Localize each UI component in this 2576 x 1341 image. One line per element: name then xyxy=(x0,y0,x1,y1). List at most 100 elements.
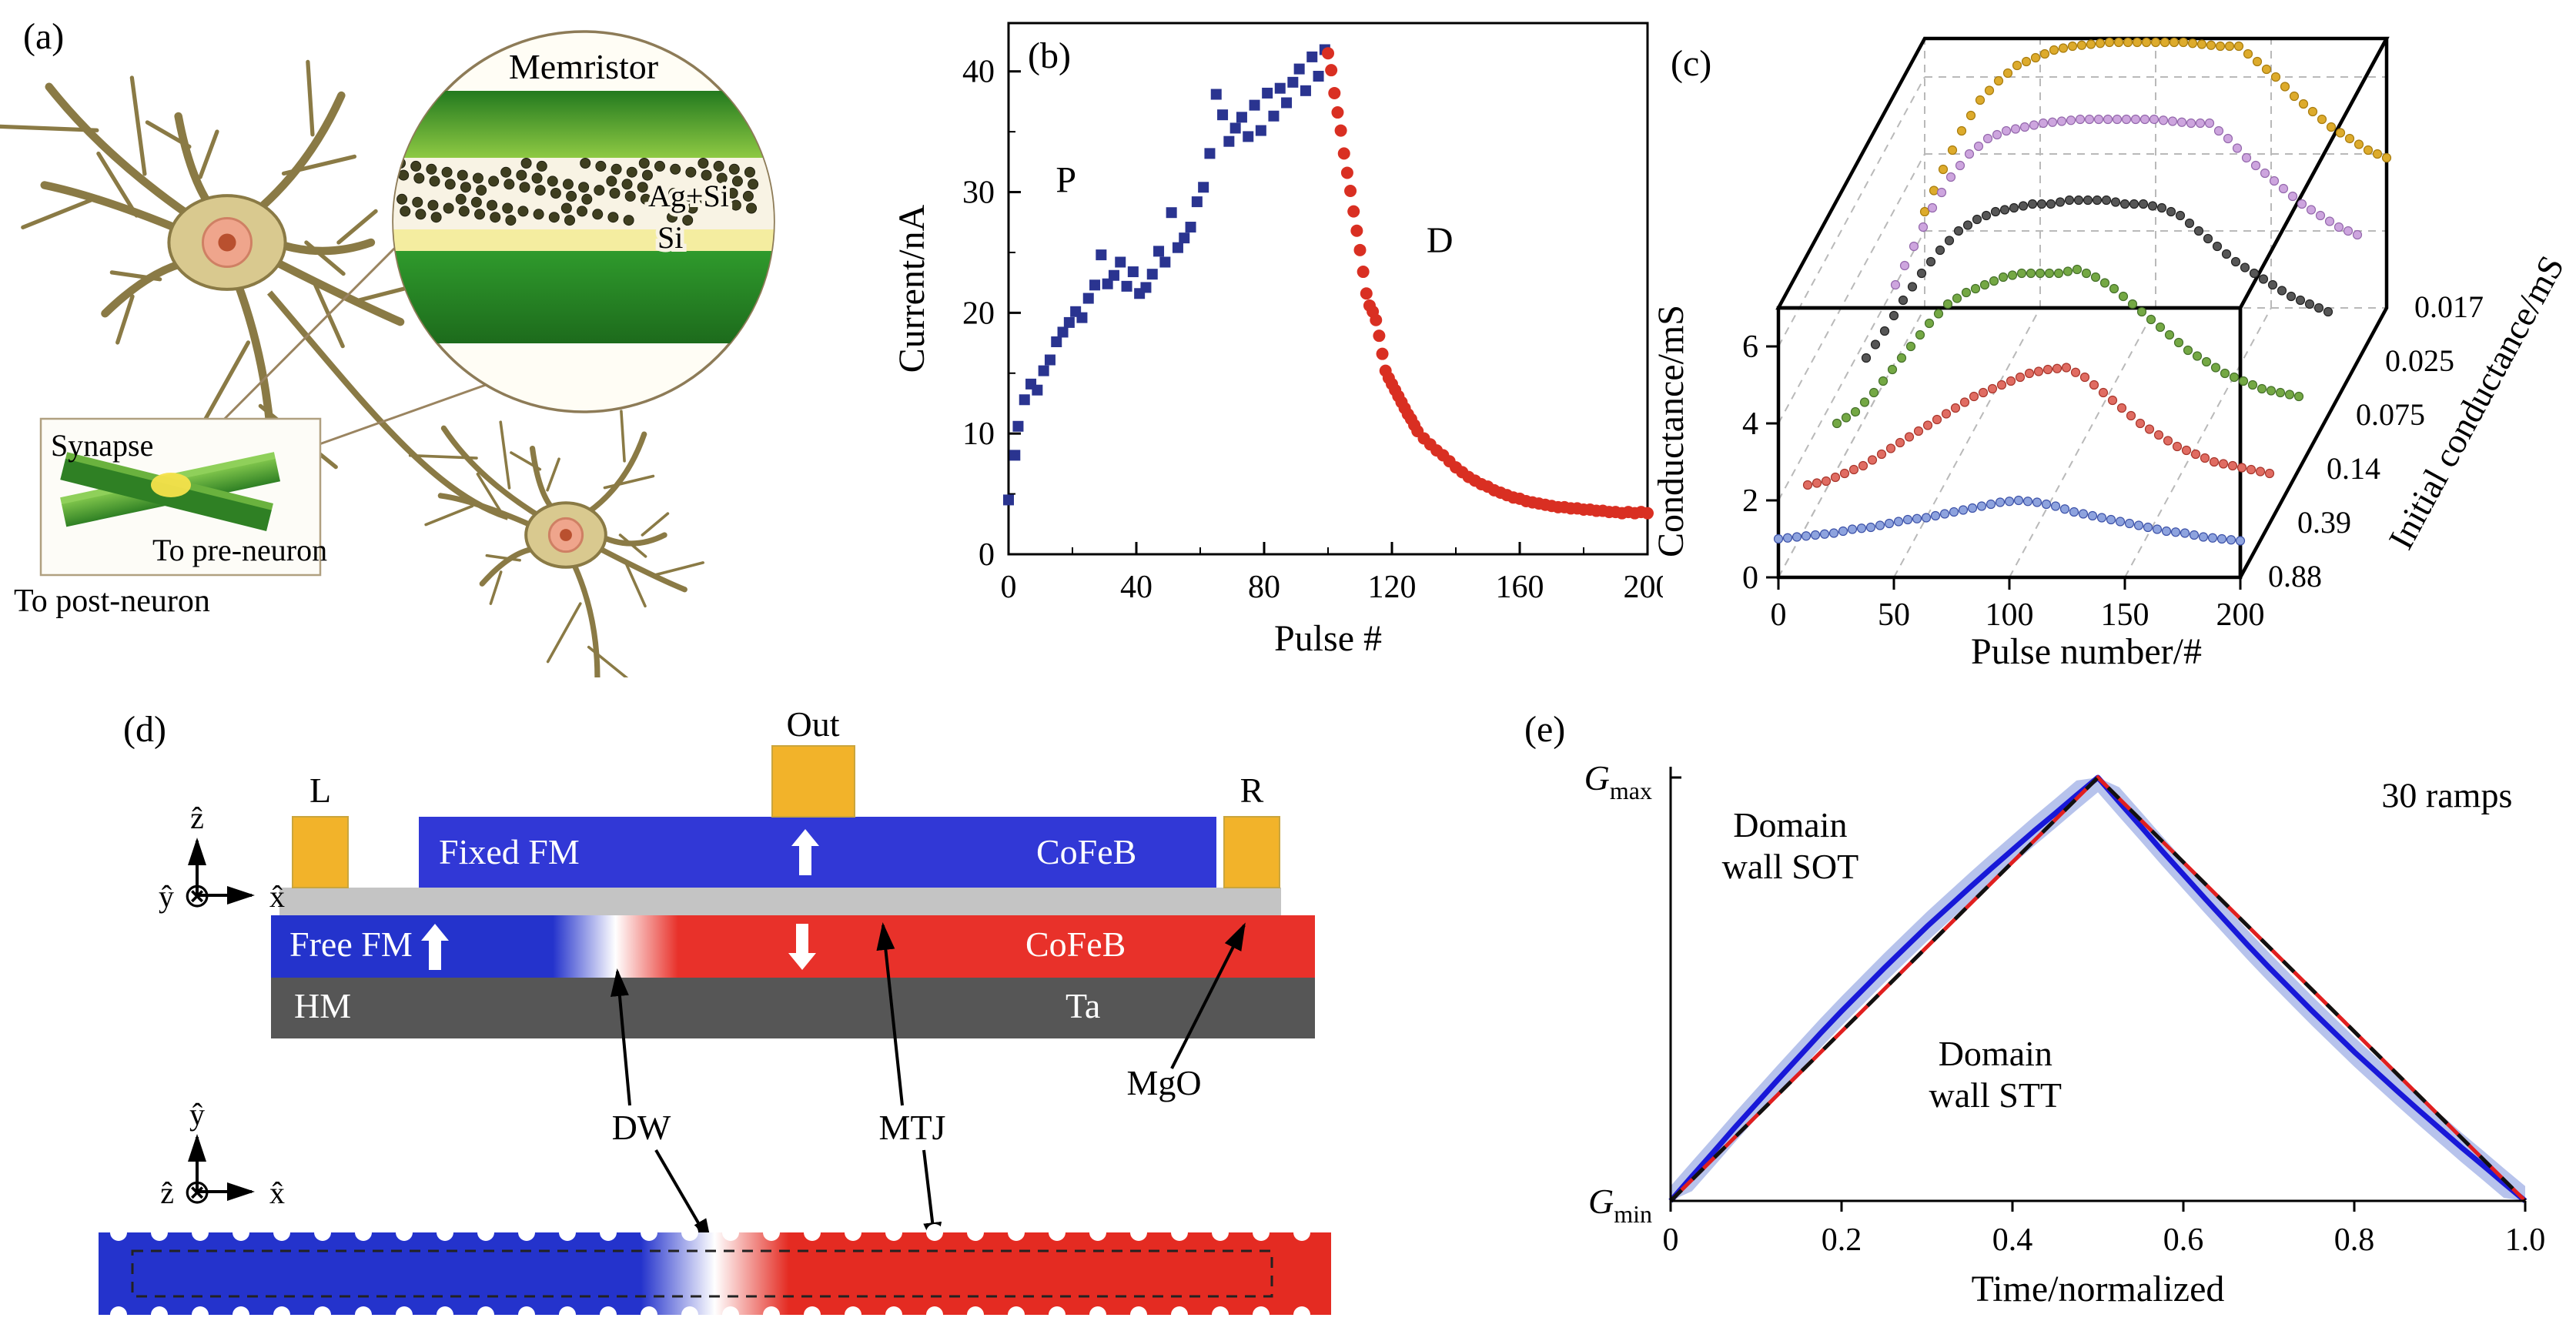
memristor-bottom-electrode xyxy=(393,251,774,343)
panel-b-label: (b) xyxy=(1028,35,1071,76)
series-0.025 xyxy=(1890,114,2363,290)
memristor-agsi-layer xyxy=(393,158,774,229)
svg-text:120: 120 xyxy=(1368,570,1417,605)
svg-text:20: 20 xyxy=(962,296,995,331)
svg-text:0: 0 xyxy=(1001,570,1017,605)
panel-a-label: (a) xyxy=(23,16,65,57)
depth-label-0.017: 0.017 xyxy=(2414,289,2484,324)
svg-text:0.6: 0.6 xyxy=(2163,1222,2204,1258)
si-label: Si xyxy=(657,220,683,255)
gmin-label: Gmin xyxy=(1588,1182,1652,1228)
chart-b-svg: 04080120160200010203040Pulse #Current/nA… xyxy=(892,22,1672,659)
legend-stt: wall STT xyxy=(1929,1075,2062,1115)
agsi-label: Ag+Si xyxy=(648,179,729,213)
ta-label: Ta xyxy=(1066,986,1100,1025)
svg-text:0: 0 xyxy=(1742,560,1758,596)
memristor-title: Memristor xyxy=(509,47,658,86)
panel-d-label: (d) xyxy=(123,709,166,750)
axis-triad-top-view: ŷ x̂ ẑ ⊗ xyxy=(160,1097,285,1211)
series-depression xyxy=(1322,47,1654,520)
annotation-D: D xyxy=(1427,220,1454,261)
svg-text:40: 40 xyxy=(962,55,995,90)
svg-text:40: 40 xyxy=(1120,570,1153,605)
svg-text:1.0: 1.0 xyxy=(2505,1222,2546,1258)
x-axis-label: x̂ xyxy=(269,879,285,914)
dw-label: DW xyxy=(612,1108,671,1147)
panel-c: (c) 0 2 4 6 0 50 100 150 200 Pulse number/# Conduc… xyxy=(1640,0,2576,677)
dw-pointer-arrow xyxy=(610,968,631,1106)
z-axis-label: ẑ xyxy=(160,1175,174,1210)
depth-label-0.025: 0.025 xyxy=(2385,343,2454,378)
svg-text:0: 0 xyxy=(979,537,995,573)
svg-text:0.4: 0.4 xyxy=(1992,1222,2033,1258)
into-page-icon: ⊗ xyxy=(183,877,212,915)
legend-sot: Domain xyxy=(1733,805,1847,844)
series-0.017 xyxy=(1919,37,2392,217)
axon-line xyxy=(266,290,510,520)
y-axis-label: ŷ xyxy=(189,1097,205,1132)
chart-conductance-3d: 0 2 4 6 0 50 100 150 200 Pulse number/# Conductanc… xyxy=(1640,0,2576,681)
svg-text:0.2: 0.2 xyxy=(1822,1222,1862,1258)
out-label: Out xyxy=(787,708,840,744)
free-fm-label: Free FM xyxy=(289,925,413,964)
svg-text:6: 6 xyxy=(1742,329,1758,365)
series-0.075 xyxy=(1861,195,2333,363)
post-neuron-label: To post-neuron xyxy=(14,584,210,619)
axis-triad-cross-section: ẑ x̂ ŷ ⊗ xyxy=(159,801,285,915)
svg-text:0.8: 0.8 xyxy=(2334,1222,2375,1258)
svg-text:50: 50 xyxy=(1878,597,1910,633)
panel-c-label: (c) xyxy=(1671,43,1712,84)
panel-e: (e) 0 0.2 0.4 0.6 0.8 1.0 Gmax Gmin Time/normali… xyxy=(1501,693,2576,1341)
axes: 04080120160200010203040 xyxy=(962,55,1672,605)
mgo-layer xyxy=(279,888,1281,915)
device-schematic: Out L R Fixed FM CoFeB Free FM CoFeB HM … xyxy=(99,704,1331,1323)
gmax-label: Gmax xyxy=(1584,758,1652,804)
fixed-fm-layer xyxy=(419,817,1216,888)
chart-c-svg: 0 2 4 6 0 50 100 150 200 Pulse number/# Conductanc… xyxy=(1651,36,2571,672)
l-label: L xyxy=(309,771,331,810)
panel-d: (d) xyxy=(46,704,1432,1341)
x-axis-label: x̂ xyxy=(269,1175,285,1210)
svg-text:160: 160 xyxy=(1496,570,1544,605)
z-axis-label: ẑ xyxy=(190,801,204,835)
hm-label: HM xyxy=(294,986,351,1025)
depth-label-0.14: 0.14 xyxy=(2327,451,2380,486)
synapse-box: Synapse To pre-neuron xyxy=(39,417,327,577)
ramps-annotation: 30 ramps xyxy=(2381,776,2512,815)
svg-text:4: 4 xyxy=(1742,406,1758,442)
series-domain-wall-stt xyxy=(1669,774,2527,1202)
x-axis-title: Pulse number/# xyxy=(1971,631,2202,672)
svg-text:30: 30 xyxy=(962,176,995,211)
right-contact xyxy=(1223,816,1280,888)
legend-stt: Domain xyxy=(1939,1034,2052,1073)
synapse-label: Synapse xyxy=(51,428,153,463)
mtj-outline-dashed xyxy=(131,1249,1273,1298)
free-fm-layer xyxy=(271,915,1315,978)
pre-neuron-label: To pre-neuron xyxy=(152,533,327,567)
panel-e-label: (e) xyxy=(1524,709,1566,750)
racetrack-top-view xyxy=(99,1232,1331,1315)
memristor-si-layer xyxy=(393,229,774,251)
r-label: R xyxy=(1240,771,1264,810)
out-contact xyxy=(771,745,855,818)
series-0.14 xyxy=(1832,264,2304,429)
svg-text:100: 100 xyxy=(1986,597,2034,633)
svg-text:80: 80 xyxy=(1248,570,1280,605)
racetrack-notches xyxy=(110,1224,1310,1323)
chart-e-svg: 0 0.2 0.4 0.6 0.8 1.0 Gmax Gmin Time/normalized 3… xyxy=(1584,758,2546,1309)
series-potentiation xyxy=(1003,44,1330,506)
axes: 0 2 4 6 0 50 100 150 200 xyxy=(1742,329,2265,633)
ag-si-dots xyxy=(395,158,759,226)
series-0.39 xyxy=(1802,363,2275,490)
depth-label-0.88: 0.88 xyxy=(2268,559,2322,594)
depth-label-0.075: 0.075 xyxy=(2356,397,2425,432)
memristor-top-electrode xyxy=(393,91,774,158)
depth-label-0.39: 0.39 xyxy=(2297,505,2351,540)
y-axis-title: Conductance/mS xyxy=(1651,305,1691,557)
mtj-pointer-arrow xyxy=(876,922,904,1106)
svg-text:10: 10 xyxy=(962,416,995,452)
panel-a: (a) xyxy=(0,0,870,694)
chart-conductance-ramps: 0 0.2 0.4 0.6 0.8 1.0 Gmax Gmin Time/normalized 3… xyxy=(1501,693,2576,1341)
series-0.88 xyxy=(1773,495,2246,546)
